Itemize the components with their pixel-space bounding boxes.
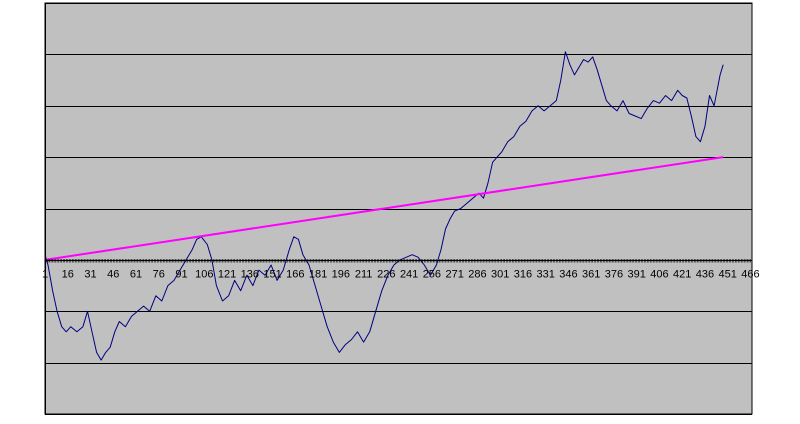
- x-tick-label: 211: [355, 269, 373, 281]
- x-tick-label: 136: [241, 269, 259, 281]
- x-tick-label: 391: [628, 269, 646, 281]
- x-tick-label: 361: [582, 269, 600, 281]
- x-tick-label: 226: [377, 269, 395, 281]
- x-tick-label: 271: [445, 269, 463, 281]
- gridlines: [45, 3, 752, 415]
- x-tick-label: 301: [491, 269, 509, 281]
- x-tick-label: 196: [332, 269, 350, 281]
- x-tick-label: 256: [423, 269, 441, 281]
- x-tick-label: 16: [62, 269, 74, 281]
- x-tick-label: 406: [650, 269, 668, 281]
- x-tick-label: 151: [263, 269, 281, 281]
- x-tick-label: 376: [605, 269, 623, 281]
- x-tick-label: 1: [42, 269, 48, 281]
- series-line-2: [44, 156, 724, 261]
- x-tick-label: 331: [536, 269, 554, 281]
- series-layer: [44, 51, 724, 361]
- x-tick-label: 46: [107, 269, 119, 281]
- x-tick-label: 166: [286, 269, 304, 281]
- x-tick-label: 436: [696, 269, 714, 281]
- x-tick-label: 31: [84, 269, 96, 281]
- x-tick-label: 286: [468, 269, 486, 281]
- x-tick-label: 346: [559, 269, 577, 281]
- series-line-1: [44, 51, 724, 361]
- plot-area: [44, 2, 753, 415]
- x-tick-label: 91: [175, 269, 187, 281]
- x-tick-label: 106: [195, 269, 213, 281]
- x-tick-label: 421: [673, 269, 691, 281]
- x-tick-label: 451: [719, 269, 737, 281]
- x-tick-label: 61: [130, 269, 142, 281]
- tick-labels: 1 16 31 46 61 76 91 106 121 136 151 166 181 196 211 226…: [42, 269, 760, 281]
- x-tick-label: 466: [741, 269, 759, 281]
- x-tick-label: 316: [514, 269, 532, 281]
- axes: [44, 3, 753, 414]
- x-tick-label: 181: [309, 269, 327, 281]
- x-tick-label: 241: [400, 269, 418, 281]
- x-tick-label: 121: [218, 269, 236, 281]
- x-tick-label: 76: [153, 269, 165, 281]
